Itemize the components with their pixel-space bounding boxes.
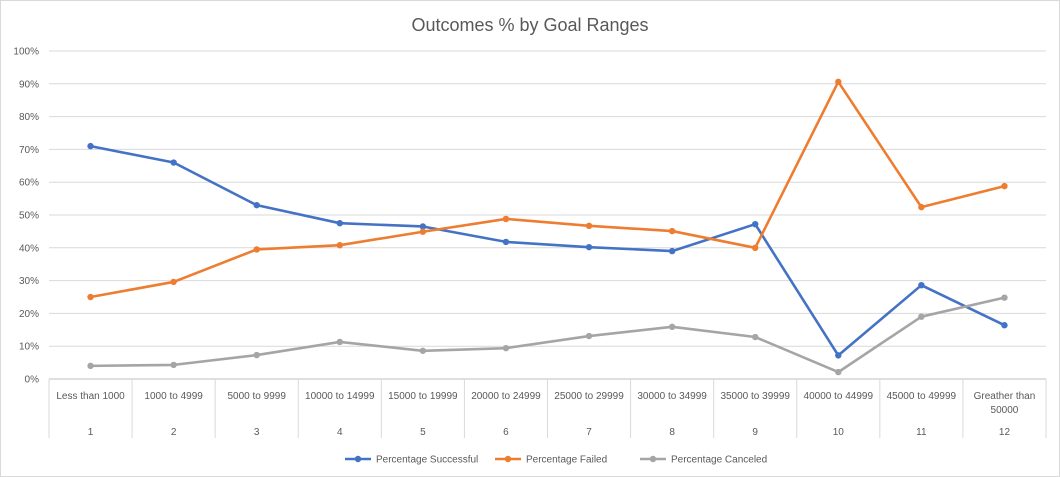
legend-item: Percentage Successful [345,455,478,466]
chart-title: Outcomes % by Goal Ranges [411,15,648,35]
data-point [752,333,759,341]
data-point [253,351,260,359]
x-category-number: 1 [88,427,94,438]
data-point [87,293,94,301]
y-axis: 0% 10% 20% 30% 40% 50% 60% 70% 80% 90% 100% [13,47,39,386]
data-point [668,247,676,255]
x-category-number: 3 [254,427,260,438]
x-category-label: 10000 to 14999 [305,391,375,402]
x-category-number: 12 [999,427,1011,438]
x-category-label: 1000 to 4999 [144,391,203,402]
y-tick-label: 60% [19,178,39,189]
legend-marker [504,455,512,463]
legend-label: Percentage Successful [376,455,478,466]
x-category-number: 11 [916,427,927,438]
series-2 [87,78,1008,301]
series-3 [87,294,1008,376]
data-point [419,347,427,354]
legend-label: Percentage Canceled [671,455,767,466]
x-category-number: 2 [171,427,177,438]
x-category-label: 45000 to 49999 [887,391,957,402]
x-category-label: 15000 to 19999 [388,391,458,402]
data-point [585,222,593,230]
x-category-label: Greather than 50000 [974,391,1036,416]
legend-item: Percentage Failed [495,455,607,466]
data-point [835,368,842,376]
series-1 [87,142,1008,359]
data-point [668,323,676,331]
x-category-number: 6 [503,427,509,438]
legend: Percentage Successful Percentage Failed Pe… [345,455,767,466]
data-point [1001,294,1008,301]
data-point [419,228,427,235]
x-category-label: 35000 to 39999 [720,391,790,402]
data-point [918,313,925,320]
x-category-label: 40000 to 44999 [804,391,874,402]
x-category-label: 30000 to 34999 [637,391,707,402]
data-point [170,159,177,166]
data-point [918,281,925,289]
data-point [835,78,842,86]
series-lines [87,78,1008,376]
x-category-label: 5000 to 9999 [228,391,287,402]
data-point [1001,182,1008,190]
data-point [585,332,593,340]
y-tick-label: 100% [13,47,39,58]
y-tick-label: 90% [19,79,39,90]
legend-marker [354,455,362,463]
y-tick-label: 80% [19,112,39,123]
data-point [253,246,260,253]
data-point [336,241,343,249]
data-point [170,278,177,286]
data-point [918,203,925,211]
data-point [87,362,94,370]
data-point [502,215,510,223]
data-point [585,243,593,251]
y-tick-label: 0% [25,375,40,386]
gridlines [49,50,1046,380]
x-category-number: 9 [752,427,758,438]
x-category-label: Less than 1000 [56,391,125,402]
data-point [419,223,427,230]
y-tick-label: 10% [19,342,39,353]
data-point [835,352,842,359]
legend-item: Percentage Canceled [640,455,767,466]
series-line [89,296,1006,374]
data-point [170,361,177,369]
legend-label: Percentage Failed [526,455,607,466]
x-category-number: 5 [420,427,426,438]
data-point [752,220,759,228]
y-tick-label: 50% [19,211,39,222]
data-point [668,227,676,235]
data-point [87,142,94,150]
legend-marker [649,455,657,463]
series-line [89,144,1006,357]
series-line [89,80,1006,299]
x-category-number: 4 [337,427,343,438]
data-point [336,220,343,227]
y-tick-label: 70% [19,145,39,156]
data-point [336,338,343,346]
x-axis: Less than 1000 1 1000 to 4999 2 5000 to 9999… [48,379,1047,438]
x-category-label: 25000 to 29999 [554,391,624,402]
x-category-number: 7 [586,427,592,438]
data-point [752,244,759,251]
data-point [1001,322,1008,329]
x-category-number: 10 [833,427,845,438]
data-point [502,238,510,246]
y-tick-label: 40% [19,243,39,254]
y-tick-label: 30% [19,276,39,287]
y-tick-label: 20% [19,309,39,320]
data-point [502,344,510,352]
data-point [253,201,260,209]
x-category-label: 20000 to 24999 [471,391,541,402]
x-category-number: 8 [669,427,675,438]
